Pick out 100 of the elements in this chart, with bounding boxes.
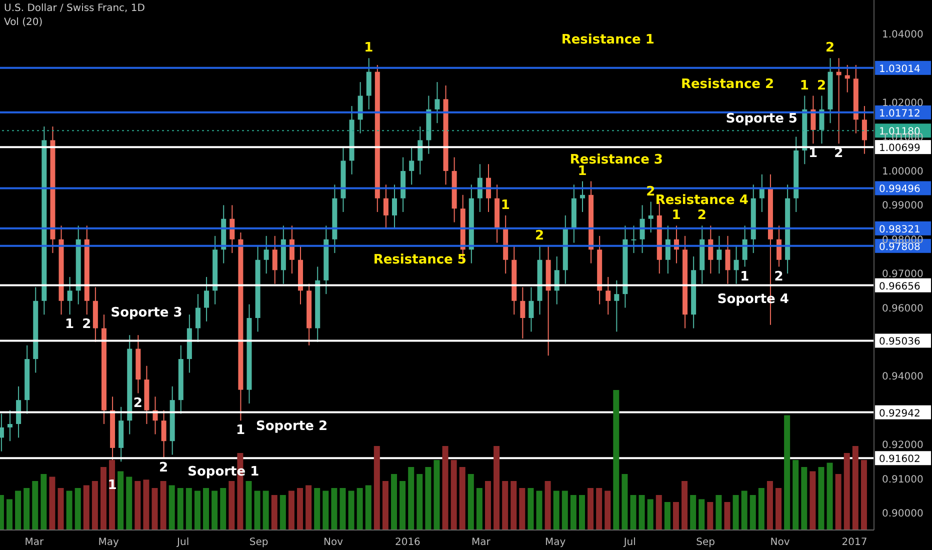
- bar: [100, 467, 106, 530]
- x-tick-label: May: [98, 537, 120, 548]
- bar: [228, 481, 235, 530]
- candlestick: [434, 82, 440, 124]
- bar: [536, 490, 542, 530]
- annotation: Resistance 1: [561, 32, 654, 48]
- bar: [118, 471, 124, 530]
- annotation: 2: [774, 269, 784, 284]
- bar: [24, 488, 30, 530]
- annotation: 2: [826, 40, 835, 56]
- bar: [306, 485, 312, 530]
- bar: [391, 474, 398, 530]
- bar: [578, 495, 585, 530]
- candlestick: [16, 386, 22, 438]
- candlestick: [844, 64, 850, 93]
- annotation: Resistance 4: [655, 192, 748, 208]
- candlestick: [7, 410, 12, 442]
- y-tick-label: 0.97000: [882, 269, 924, 280]
- candlestick: [862, 106, 867, 154]
- x-tick-label: Sep: [696, 537, 715, 548]
- x-tick-label: Mar: [24, 537, 44, 548]
- bar: [365, 485, 372, 530]
- bar: [66, 490, 72, 530]
- candlestick: [520, 286, 526, 340]
- bar: [152, 488, 158, 530]
- ref-line-label: 0.91602: [879, 454, 920, 466]
- bar: [212, 490, 218, 530]
- bar: [32, 481, 38, 530]
- annotation: 1: [578, 164, 587, 179]
- candlestick: [606, 276, 611, 316]
- bar: [844, 453, 850, 530]
- bar: [143, 480, 150, 530]
- x-tick-label: Nov: [770, 537, 790, 548]
- bar: [168, 485, 175, 530]
- annotation: 2: [646, 184, 656, 200]
- ref-line-label: 0.95036: [879, 336, 920, 348]
- candlestick: [272, 235, 278, 284]
- candlestick: [418, 126, 423, 175]
- candlestick: [734, 246, 739, 284]
- annotation: 2: [816, 78, 826, 94]
- bar: [58, 488, 64, 530]
- bar: [92, 481, 98, 530]
- bar: [476, 488, 482, 530]
- candlestick: [392, 184, 398, 230]
- bar: [698, 499, 705, 530]
- ref-line-label: 1.00699: [879, 143, 920, 154]
- candlestick: [161, 410, 166, 459]
- bar: [40, 474, 47, 530]
- annotation: Resistance 2: [680, 76, 774, 92]
- x-tick-label: 2017: [842, 537, 868, 548]
- candlestick: [67, 276, 72, 316]
- bar: [741, 490, 748, 530]
- bar: [74, 488, 81, 530]
- candlestick: [477, 164, 482, 212]
- bar: [246, 481, 252, 530]
- bar: [835, 474, 842, 530]
- bar: [613, 390, 620, 530]
- x-tick-label: Nov: [323, 537, 344, 548]
- bar: [519, 488, 526, 530]
- bar: [758, 488, 764, 530]
- bar: [510, 481, 517, 530]
- ref-line-label: 0.96656: [879, 281, 920, 292]
- bar: [732, 495, 739, 530]
- bar: [724, 502, 730, 530]
- bar: [638, 495, 645, 530]
- text: Vol (20): [4, 17, 43, 28]
- candlestick: [742, 225, 748, 268]
- x-tick-label: Sep: [249, 537, 268, 548]
- bar: [416, 474, 423, 530]
- bar: [220, 488, 226, 530]
- candlestick: [648, 201, 654, 234]
- y-tick-label: 1.00000: [882, 166, 924, 178]
- bar: [177, 488, 184, 530]
- y-tick-label: 0.90000: [882, 508, 924, 520]
- bar: [459, 467, 466, 530]
- bar: [716, 495, 722, 530]
- bar: [553, 490, 560, 530]
- candlestick: [554, 256, 560, 305]
- candlestick: [580, 180, 585, 212]
- ref-line-label: 0.98321: [879, 224, 920, 236]
- candlestick: [819, 95, 824, 144]
- candlestick: [640, 204, 645, 254]
- bar: [570, 495, 576, 530]
- annotation: 1: [236, 423, 245, 438]
- candlestick: [810, 95, 816, 144]
- y-tick-label: 0.91000: [882, 474, 924, 486]
- candlestick: [264, 235, 269, 274]
- annotation: 2: [535, 228, 544, 244]
- bar: [784, 415, 790, 530]
- bar: [690, 495, 696, 530]
- bar: [672, 502, 679, 530]
- candlestick: [759, 174, 764, 212]
- bar: [288, 490, 294, 530]
- bar: [682, 481, 688, 530]
- bar: [562, 490, 568, 530]
- y-tick-label: 0.94000: [882, 372, 924, 383]
- candlestick: [776, 225, 782, 268]
- bar: [186, 488, 192, 530]
- bar: [664, 502, 670, 530]
- bar: [630, 495, 636, 530]
